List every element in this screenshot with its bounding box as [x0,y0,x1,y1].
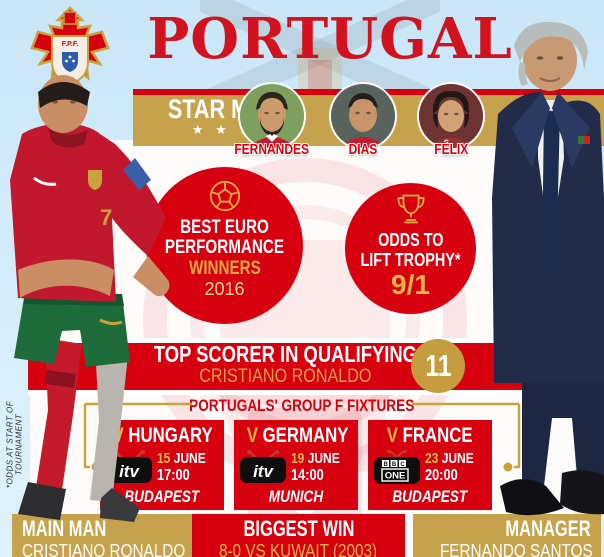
fpf-crest: F.P.F. [30,6,110,114]
player-name-dias: DIAS [348,141,378,158]
stat-line1: ODDS TO [377,230,444,250]
player-name-fernandes: FERNANDES [234,141,310,158]
santos-photo [492,21,604,516]
top-scorer-heading: TOP SCORER IN QUALIFYING [153,341,417,367]
trophy-icon [396,194,425,224]
stat-highlight: WINNERS [188,258,261,279]
top-scorer-player: CRISTIANO RONALDO [198,366,372,387]
biggest-win-value: 8-0 VS KUWAIT (2003) [219,541,378,557]
manager-panel: MANAGER FERNANDO SANTOS [413,514,601,557]
fixtures-heading: PORTUGALS' GROUP F FIXTURES [189,396,415,415]
goals-count-badge: 11 [411,339,465,393]
fixture-venue: BUDAPEST [392,487,468,506]
player-photo-felix [419,84,483,148]
fixture-card-germany: V GERMANY itv 19 JUNE 14:00 MUNICH [234,420,358,510]
opponent-name: FRANCE [402,424,473,447]
svg-text:7: 7 [100,205,112,230]
player-photo-fernandes [240,84,304,148]
main-man-panel: MAIN MAN CRISTIANO RONALDO [12,514,195,557]
football-icon [209,180,240,212]
fixture-venue: MUNICH [268,487,324,506]
player-photo-dias [331,84,395,148]
fixture-datetime: 15 JUNE 17:00 [157,449,206,484]
page-title: PORTUGAL [147,6,513,72]
main-man-label: MAIN MAN [22,516,107,541]
fixture-card-hungary: V HUNGARY itv 15 JUNE 17:00 BUDAPEST [100,420,224,510]
main-man-value: CRISTIANO RONALDO [22,541,186,557]
fixture-datetime: 23 JUNE 20:00 [425,449,474,484]
opponent-name: HUNGARY [128,424,213,447]
odds-badge: ODDS TO LIFT TROPHY* 9/1 [345,183,476,314]
fixture-venue: BUDAPEST [124,487,200,506]
stat-line2: LIFT TROPHY* [360,250,461,270]
biggest-win-panel: BIGGEST WIN 8-0 VS KUWAIT (2003) [192,514,405,557]
itv-logo: itv [106,450,153,483]
versus-label: V [387,424,399,447]
fixture-datetime: 19 JUNE 14:00 [291,449,340,484]
bbc-one-logo: BBC ONE [374,450,421,484]
stat-line2: PERFORMANCE [164,237,285,258]
star-rating-icon: ★ ★ ★ [191,122,255,137]
opponent-name: GERMANY [262,424,349,447]
fixture-card-france: V FRANCE BBC ONE 23 JUNE 20:00 BUDAPEST [368,420,492,510]
stat-line1: BEST EURO [180,217,269,238]
stat-value: 2016 [204,279,245,299]
biggest-win-label: BIGGEST WIN [243,516,354,541]
svg-text:BBC: BBC [384,462,409,468]
svg-text:itv: itv [253,462,274,481]
svg-text:itv: itv [119,462,140,481]
best-euro-performance-badge: BEST EURO PERFORMANCE WINNERS 2016 [146,167,303,324]
itv-logo: itv [240,450,287,483]
player-name-felix: FÉLIX [433,141,468,158]
odds-footnote: *ODDS AT START OF TOURNAMENT [5,400,24,489]
svg-text:F.P.F.: F.P.F. [62,41,79,48]
manager-label: MANAGER [505,516,591,541]
manager-value: FERNANDO SANTOS [439,541,593,557]
odds-value: 9/1 [391,269,430,300]
versus-label: V [246,424,258,447]
ronaldo-photo: 7 [10,75,170,522]
top-scorer-text: TOP SCORER IN QUALIFYING CRISTIANO RONAL… [60,342,510,387]
svg-text:ONE: ONE [385,471,406,482]
